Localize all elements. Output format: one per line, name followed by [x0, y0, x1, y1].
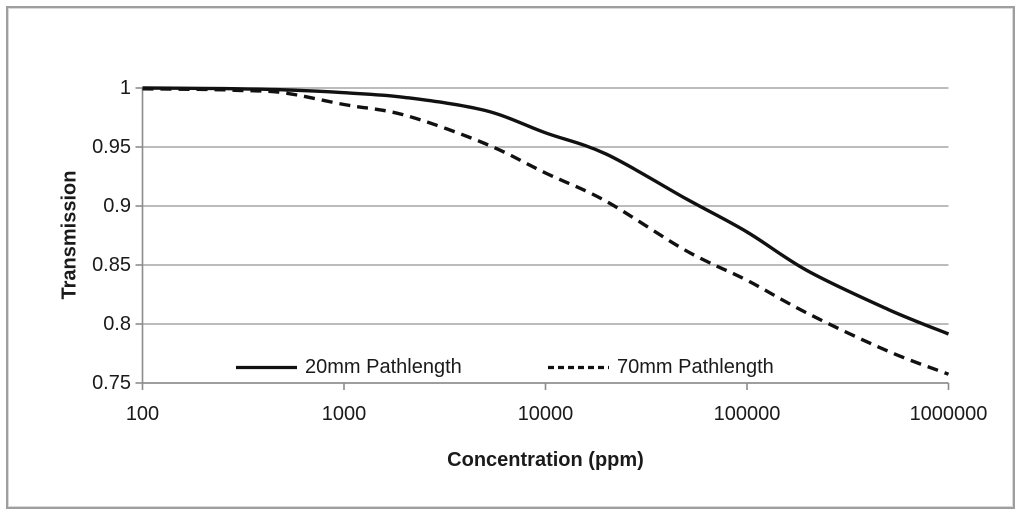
series-curve-20mm: [142, 86, 950, 336]
legend-item-70mm: 70mm Pathlength: [547, 355, 774, 380]
x-tick-label: 100000: [713, 403, 781, 425]
legend-line-dashed-icon: [548, 365, 609, 370]
y-tick-label: 0.75: [92, 372, 131, 394]
x-tick-label: 1000: [321, 403, 367, 425]
y-tick-label: 0.85: [92, 254, 131, 276]
y-axis-title: Transmission: [58, 170, 81, 300]
legend-line-solid-icon: [236, 365, 297, 370]
x-tick-label: 1000000: [909, 403, 988, 425]
y-tick-label: 0.9: [103, 195, 131, 217]
legend-label-20mm: 20mm Pathlength: [305, 356, 462, 378]
x-tick-label: 100: [125, 403, 160, 425]
series-curve-70mm: [142, 87, 950, 376]
legend-item-20mm: 20mm Pathlength: [235, 355, 462, 380]
y-tick-label: 0.95: [92, 136, 131, 158]
y-tick-label: 1: [119, 77, 131, 99]
legend-label-70mm: 70mm Pathlength: [617, 356, 774, 378]
y-tick-label: 0.8: [103, 313, 131, 335]
x-tick-label: 10000: [517, 403, 574, 425]
x-axis-title: Concentration (ppm): [447, 449, 644, 471]
